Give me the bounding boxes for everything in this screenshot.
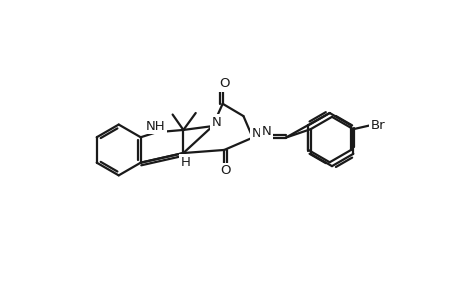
Text: Br: Br: [370, 119, 385, 132]
Text: N: N: [251, 127, 261, 140]
Text: H: H: [180, 156, 190, 169]
Text: O: O: [220, 164, 230, 177]
Text: O: O: [218, 77, 229, 90]
Text: N: N: [261, 125, 271, 138]
Text: N: N: [211, 116, 221, 129]
Text: NH: NH: [146, 120, 165, 133]
